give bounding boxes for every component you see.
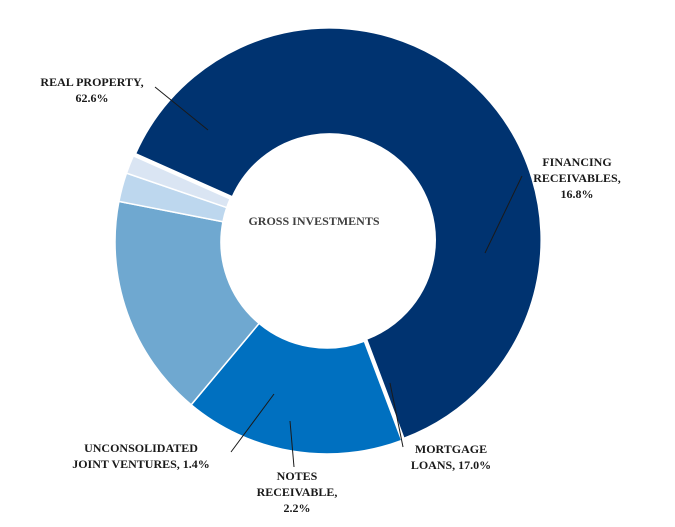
slice-label: NOTES RECEIVABLE, 2.2% — [257, 469, 338, 515]
leader-line — [230, 393, 275, 453]
slice-label-line: 16.8% — [561, 187, 594, 201]
center-label: GROSS INVESTMENTS — [248, 214, 379, 228]
leader-line — [289, 420, 295, 468]
leader-line — [389, 382, 404, 448]
donut-slices — [114, 27, 542, 455]
donut-slice-mortgage-loans — [114, 200, 261, 406]
donut-slice-financing-receivables — [190, 322, 403, 455]
donut-slice-unconsolidated-joint-ventures — [125, 154, 232, 209]
slice-label-line: JOINT VENTURES, 1.4% — [72, 457, 210, 471]
slice-label: FINANCING RECEIVABLES, 16.8% — [533, 155, 620, 201]
slice-label-line: RECEIVABLE, — [257, 485, 338, 499]
slice-labels: REAL PROPERTY, 62.6% FINANCING RECEIVABLES,… — [40, 75, 620, 515]
slice-label-line: 62.6% — [76, 91, 109, 105]
slice-label: REAL PROPERTY, 62.6% — [40, 75, 143, 105]
leader-lines — [154, 86, 523, 468]
slice-label: UNCONSOLIDATED JOINT VENTURES, 1.4% — [72, 441, 210, 471]
leader-line — [484, 175, 523, 254]
slice-label-line: LOANS, 17.0% — [411, 458, 491, 472]
slice-label-line: NOTES — [277, 469, 318, 483]
slice-label-line: MORTGAGE — [415, 442, 487, 456]
slice-label-line: UNCONSOLIDATED — [84, 441, 198, 455]
slice-label-line: FINANCING — [542, 155, 611, 169]
donut-slice-real-property — [134, 27, 542, 440]
slice-label: MORTGAGE LOANS, 17.0% — [411, 442, 491, 472]
slice-label-line: RECEIVABLES, — [533, 171, 620, 185]
leader-line — [154, 86, 209, 131]
slice-label-line: REAL PROPERTY, — [40, 75, 143, 89]
slice-label-line: 2.2% — [284, 501, 311, 515]
